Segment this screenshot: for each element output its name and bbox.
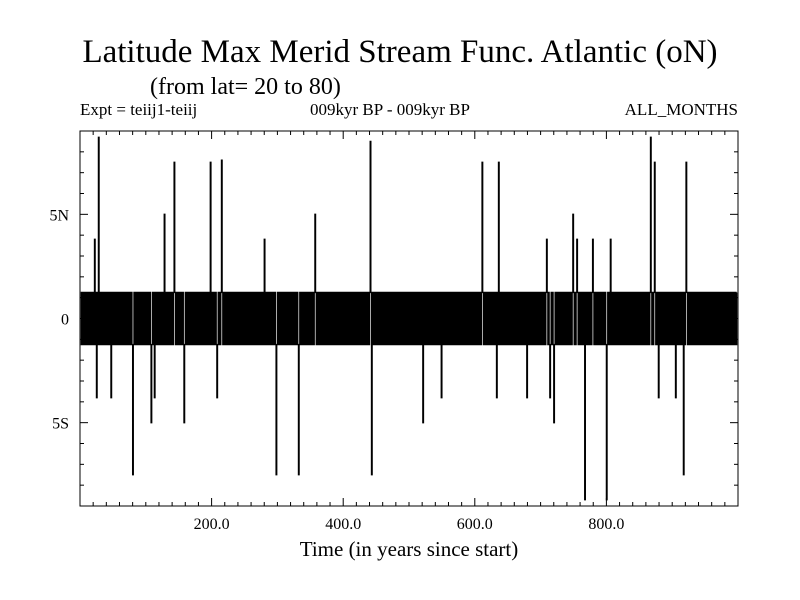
series-layer bbox=[80, 136, 738, 501]
y-tick-label: 5N bbox=[49, 207, 69, 224]
experiment-label: Expt = teiij1-teiij bbox=[80, 100, 198, 119]
axis-layer: 200.0 400.0 600.0 800.0 5S 0 5N bbox=[49, 130, 738, 533]
y-tick-label: 0 bbox=[61, 312, 69, 329]
x-tick-label: 400.0 bbox=[325, 516, 361, 533]
series-line bbox=[80, 136, 738, 501]
x-axis-label: Time (in years since start) bbox=[299, 537, 519, 561]
period-label: 009kyr BP - 009kyr BP bbox=[310, 100, 470, 119]
chart-title: Latitude Max Merid Stream Func. Atlantic… bbox=[82, 34, 718, 70]
chart-subtitle: (from lat= 20 to 80) bbox=[150, 74, 341, 100]
x-tick-label: 800.0 bbox=[588, 516, 624, 533]
x-tick-label: 600.0 bbox=[457, 516, 493, 533]
x-tick-label: 200.0 bbox=[194, 516, 230, 533]
plot-frame bbox=[79, 130, 739, 507]
y-tick-label: 5S bbox=[52, 416, 69, 433]
months-label: ALL_MONTHS bbox=[624, 100, 738, 119]
